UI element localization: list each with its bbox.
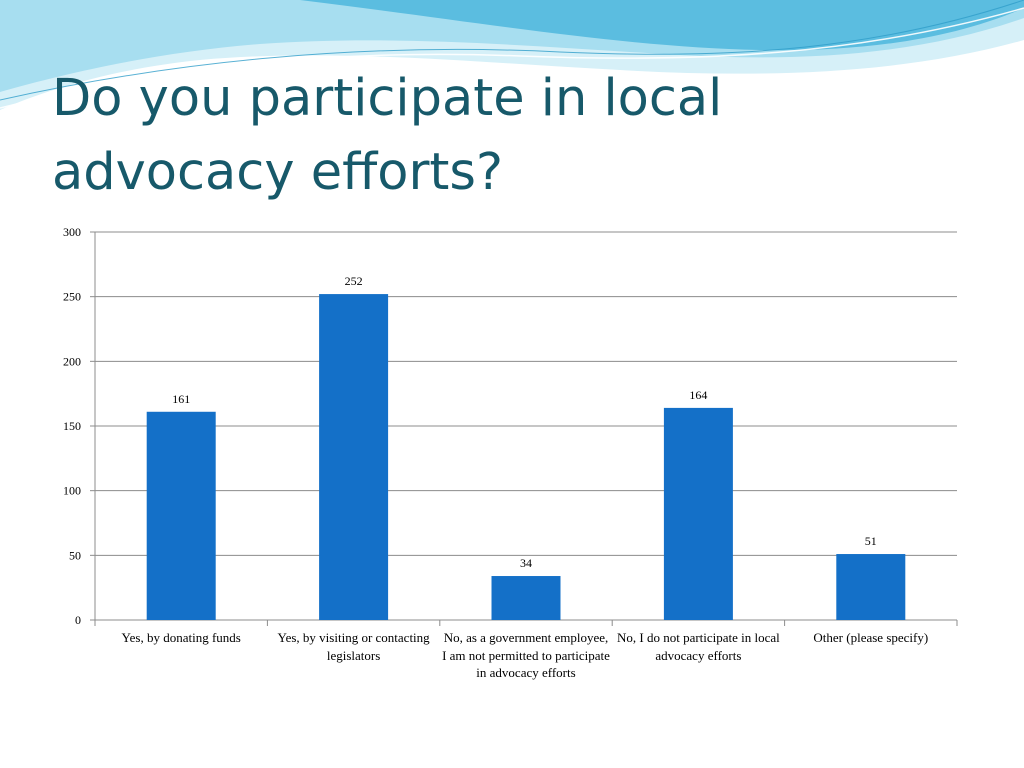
- data-labels: 161 252 34 164 51: [172, 274, 877, 570]
- bar: [491, 576, 561, 620]
- bar: [319, 294, 389, 620]
- bar: [663, 407, 733, 620]
- wave-dark-band: [300, 0, 1024, 51]
- axes: 0 50 100 150 200 250 300: [63, 225, 958, 627]
- slide-title-line-1: Do you participate in local: [52, 69, 723, 128]
- wave-accent-line: [0, 0, 1024, 101]
- y-tick-label: 150: [63, 419, 81, 433]
- wave-highlight-line: [0, 7, 1024, 109]
- data-label: 34: [520, 556, 532, 570]
- y-tick-label: 50: [69, 548, 81, 562]
- x-category-label: No, as a government employee, I am not p…: [442, 630, 610, 680]
- bar: [146, 411, 216, 620]
- y-tick-label: 100: [63, 484, 81, 498]
- data-label: 51: [865, 534, 877, 548]
- bar: [836, 554, 906, 620]
- slide-title-line-2: advocacy efforts?: [52, 143, 504, 202]
- y-tick-label: 0: [75, 613, 81, 627]
- slide-title: Do you participate in local advocacy eff…: [52, 62, 952, 210]
- x-category-label: Yes, by visiting or contacting legislato…: [277, 630, 430, 663]
- x-category-label: Yes, by donating funds: [121, 630, 241, 645]
- y-tick-label: 250: [63, 290, 81, 304]
- y-tick-label: 300: [63, 225, 81, 239]
- data-label: 161: [172, 392, 190, 406]
- x-category-label: Other (please specify): [813, 630, 929, 645]
- bars: [146, 294, 906, 620]
- gridlines: [95, 231, 957, 556]
- data-label: 252: [345, 274, 363, 288]
- x-category-label: No, I do not participate in local advoca…: [616, 630, 780, 663]
- y-tick-label: 200: [63, 354, 81, 368]
- data-label: 164: [689, 388, 707, 402]
